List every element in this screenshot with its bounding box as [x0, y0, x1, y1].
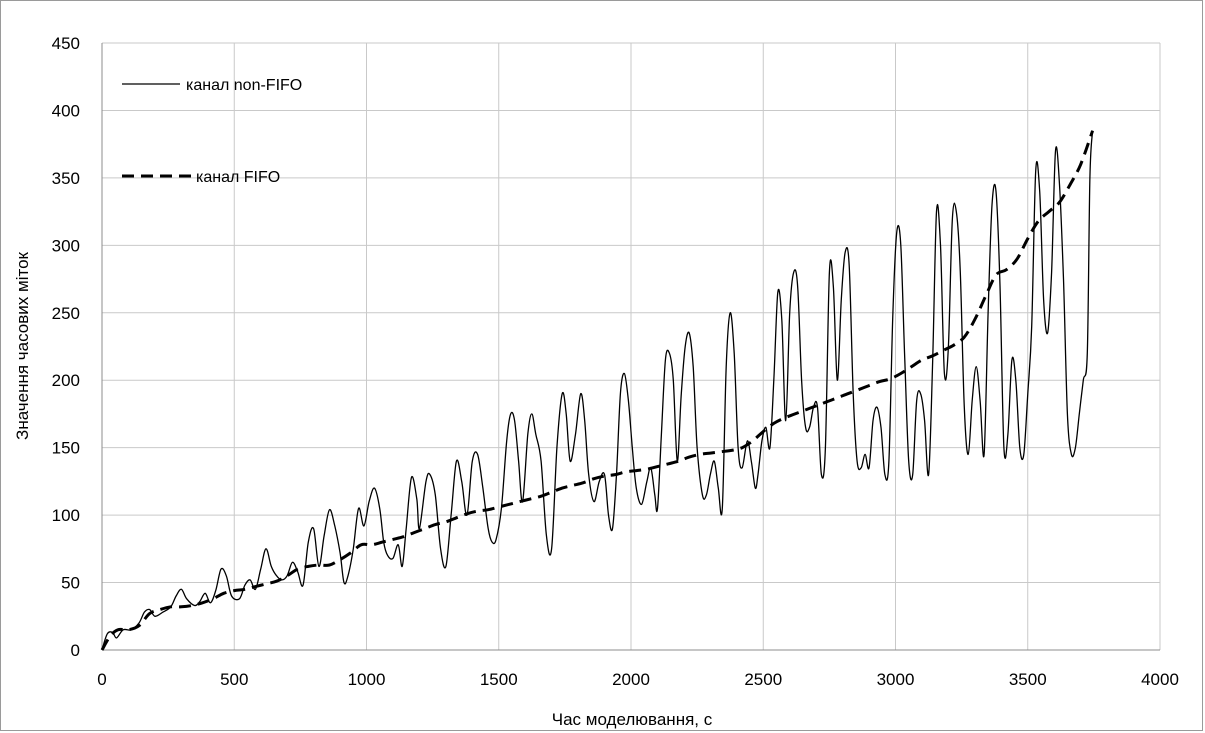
- y-tick-label: 50: [61, 574, 80, 593]
- series-line-non-fifo: [101, 130, 1094, 651]
- x-tick-label: 1500: [480, 670, 518, 689]
- x-tick-label: 3500: [1009, 670, 1047, 689]
- y-axis-title: Значення часових міток: [13, 251, 32, 439]
- series-line-fifo: [100, 130, 1095, 651]
- series-lines: [100, 130, 1095, 651]
- x-axis-title: Час моделювання, с: [552, 710, 713, 729]
- grid-lines: [102, 42, 1161, 650]
- x-tick-label: 2500: [744, 670, 782, 689]
- legend-label-non-fifo: канал non-FIFO: [186, 77, 302, 94]
- y-tick-label: 300: [52, 236, 80, 255]
- legend: канал non-FIFO канал FIFO: [122, 77, 302, 186]
- x-tick-label: 4000: [1141, 670, 1179, 689]
- y-tick-label: 100: [52, 506, 80, 525]
- y-tick-label: 450: [52, 34, 80, 53]
- x-tick-label: 2000: [612, 670, 650, 689]
- axes: [101, 43, 1160, 651]
- x-tick-label: 0: [97, 670, 106, 689]
- y-tick-label: 400: [52, 101, 80, 120]
- x-tick-label: 1000: [348, 670, 386, 689]
- tick-labels: 0 50 100 150 200 250 300 350 400 450 0 500 1000 1500 2…: [52, 34, 1179, 689]
- y-tick-label: 350: [52, 169, 80, 188]
- x-tick-label: 3000: [877, 670, 915, 689]
- y-tick-label: 0: [71, 641, 80, 660]
- x-tick-label: 500: [220, 670, 248, 689]
- y-tick-label: 250: [52, 304, 80, 323]
- legend-label-fifo: канал FIFO: [196, 169, 280, 186]
- y-tick-label: 150: [52, 439, 80, 458]
- y-tick-label: 200: [52, 371, 80, 390]
